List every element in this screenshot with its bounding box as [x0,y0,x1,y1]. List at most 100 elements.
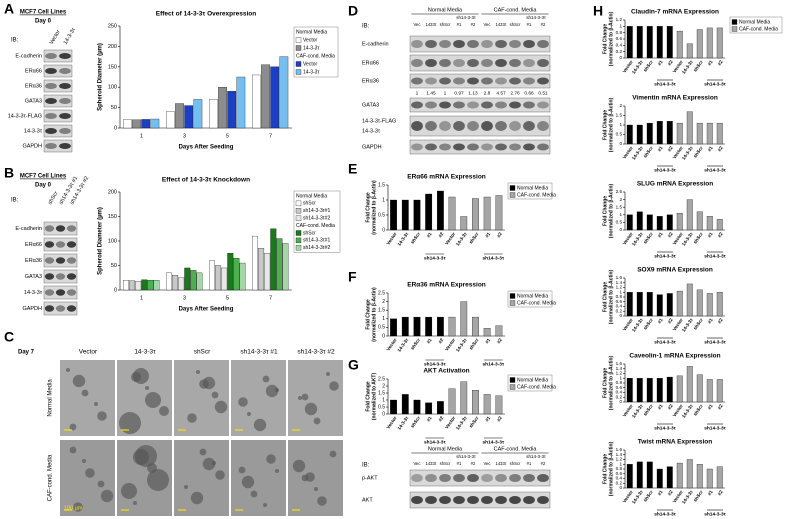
blot-band [425,40,437,48]
x-tick-label: shScr [642,145,654,159]
x-tick-label: 1 [140,295,143,301]
bar [666,121,673,145]
blot-band [55,305,66,312]
quantification: 1 [416,90,419,96]
bar [656,216,663,231]
legend-label: 14-3-3τ [303,69,319,75]
group-label: sh14-3-3τ [424,361,446,367]
bar [472,316,479,337]
blot-band [509,474,521,482]
legend-label: shScr [303,230,316,236]
x-tick-label: #2 [717,317,724,324]
blot-band [425,101,437,109]
blot-band [55,225,66,232]
spheroid [314,487,318,491]
bar [686,111,693,145]
legend-label: CAF-cond. Media [517,384,556,390]
group-label: sh14-3-3τ [704,81,726,87]
blot-band [495,77,507,85]
bar [448,388,456,415]
bar [209,99,218,129]
group-label: sh14-3-3τ [424,255,446,261]
quantification: 0.66 [524,90,534,96]
micrograph [231,440,286,516]
row-label: GATA3 [25,98,42,104]
blot-band [467,474,479,482]
spheroid [211,391,219,399]
x-axis-label: Days After Seeding [179,307,234,313]
spheroid [275,388,279,392]
y-axis-label: Fold Change [602,24,608,54]
bar [646,122,653,145]
spheroid [73,502,83,512]
blot-band [495,121,507,131]
x-tick-label: #1 [484,231,491,238]
legend-swatch [295,45,302,51]
bar [413,399,421,415]
spheroid [263,503,267,507]
spheroid [253,418,267,432]
bar [236,76,246,129]
y-tick-label: 2 [619,197,622,202]
legend-box [293,26,339,78]
blot-band [45,53,57,59]
legend-box [507,182,553,200]
bar [666,214,673,231]
spheroid [250,490,258,498]
bar [636,461,643,489]
spheroid [292,459,306,473]
legend-swatch [295,230,302,236]
panel-label: E [348,161,357,177]
blot-band [523,474,535,482]
bar [716,219,723,231]
blot-band [66,289,77,296]
y-tick-label: 0.5 [616,132,623,137]
spheroid [199,448,207,456]
x-tick-label: shScr [410,415,422,429]
quantification: 2.8 [484,90,491,96]
legend-swatch [509,300,516,306]
quantification: 0.51 [538,90,548,96]
blot-band [44,273,55,280]
spheroid [121,483,137,499]
x-tick-label: shScr [642,403,654,417]
y-tick-label: 0 [619,141,622,146]
bar [636,124,643,145]
x-tick-label: #1 [657,59,664,66]
bar [626,292,633,317]
bar [706,122,713,145]
spheroid [72,374,86,388]
bar [495,195,503,231]
blot-band [44,225,55,232]
x-tick-label: #1 [707,317,714,324]
bar [716,466,723,489]
column-label: sh14-3-3τ #1 [240,349,278,356]
blot-title: MCF7 Cell Lines [20,10,67,16]
y-axis-label: Fold Change [602,282,608,312]
blot-band [439,101,451,109]
bar [436,401,444,415]
spheroid [81,389,89,397]
bar [483,196,491,231]
group-label: sh14-3-3τ [704,253,726,259]
y-axis-label: (normalized to β-Actin) [608,97,614,152]
blot-band [425,496,437,504]
bar [666,293,673,317]
blot-band [411,77,423,85]
row-label: ERα66 [25,242,42,248]
blot-band [495,40,507,48]
y-tick-label: 0.2 [616,308,623,313]
blot-band [467,101,479,109]
legend-swatch [731,26,738,32]
x-tick-label: shScr [642,59,654,73]
bar [153,280,160,291]
bar [686,283,693,317]
bar [141,119,151,129]
blot-band [439,496,451,504]
bar [676,30,683,59]
y-tick-label: 1.5 [616,113,623,118]
bar [656,294,663,317]
column-label: shScr [194,349,211,356]
legend-swatch [509,384,516,390]
bar [264,253,271,291]
